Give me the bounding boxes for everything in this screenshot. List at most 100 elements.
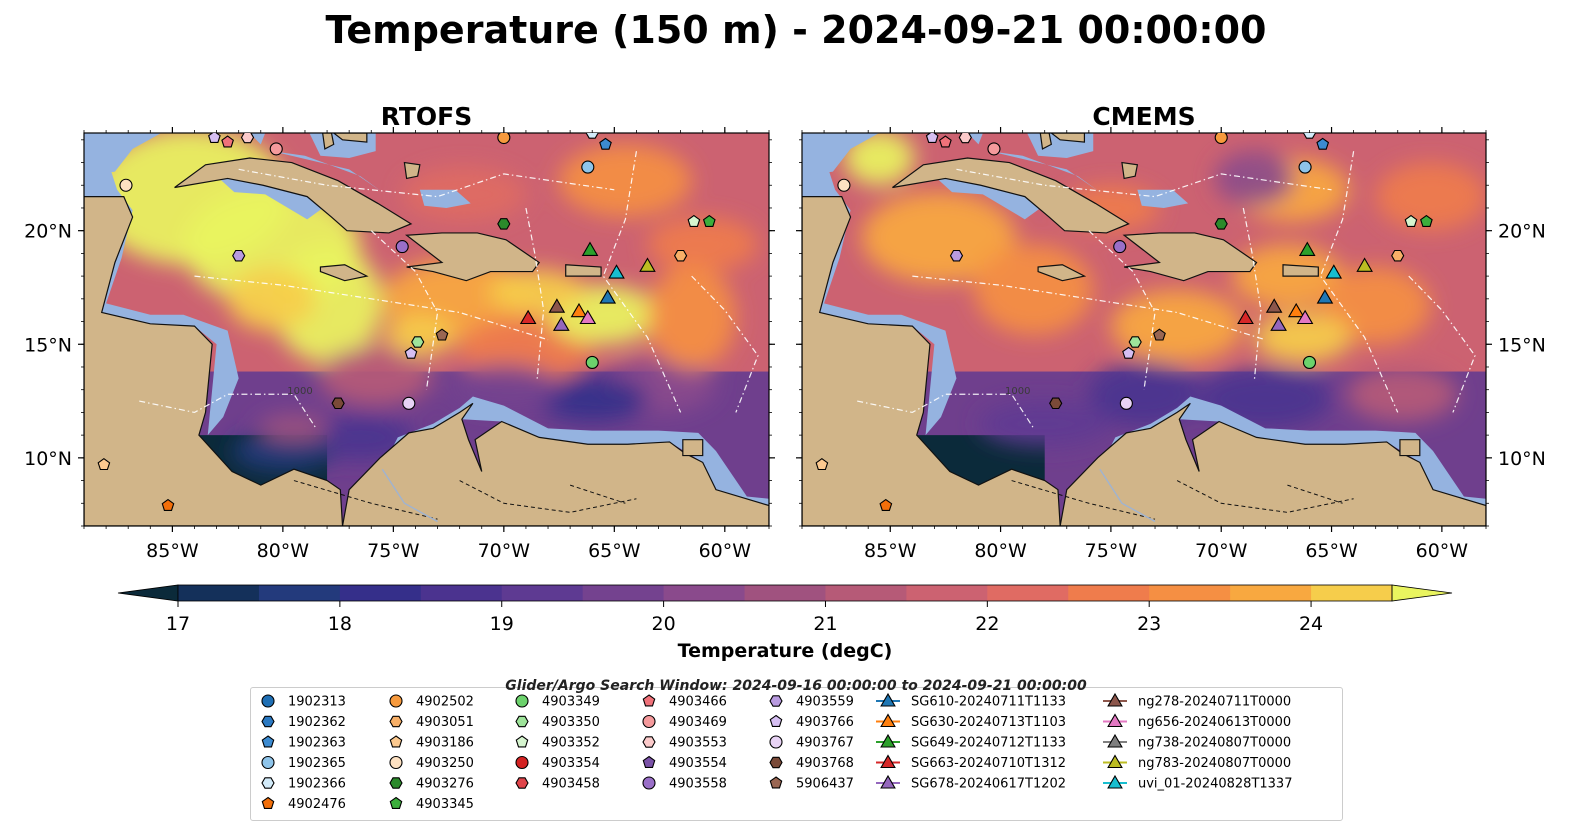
- shelf-area: [419, 189, 471, 208]
- temperature-blob: [647, 264, 736, 370]
- land: [802, 196, 1061, 526]
- colorbar-segment: [258, 585, 341, 601]
- float-4903768: [1049, 397, 1063, 410]
- float-4903350: [1128, 336, 1142, 348]
- border-line: [1176, 480, 1354, 513]
- temperature-blob: [258, 414, 330, 442]
- float-4902476: [161, 498, 175, 511]
- x-tick-label: 80°W: [974, 540, 1027, 562]
- float-4903352: [687, 214, 701, 227]
- river-line: [381, 468, 438, 523]
- land: [1121, 161, 1139, 180]
- colorbar-segment: [744, 585, 826, 601]
- glider-SG649-20240712T1133: [1298, 241, 1316, 256]
- panel-title-rtofs: RTOFS: [381, 102, 473, 131]
- colorbar-segment: [582, 585, 665, 601]
- float-4902476: [879, 498, 893, 511]
- float-4903345: [1420, 214, 1433, 227]
- glider-SG663-20240710T1312: [519, 309, 537, 325]
- temperature-blob: [843, 133, 915, 186]
- float-4903766: [925, 133, 939, 143]
- land: [1039, 133, 1053, 150]
- colorbar-tick-label: 24: [1299, 613, 1323, 635]
- float-4903469: [987, 142, 1001, 156]
- float-4903250: [119, 178, 133, 192]
- colorbar-segment: [987, 585, 1069, 601]
- float-4903767: [1119, 396, 1133, 410]
- land: [1050, 133, 1086, 143]
- glider-ng656-20240613T0000: [1296, 309, 1314, 325]
- colorbar-extend-low: [117, 584, 179, 602]
- border-line: [1287, 484, 1343, 504]
- glider-SG678-20240617T1202: [552, 316, 570, 331]
- temperature-blob: [1214, 151, 1295, 206]
- colorbar-extend-high: [1391, 584, 1453, 602]
- border-line: [293, 480, 438, 520]
- glider-SG649-20240712T1133: [581, 241, 599, 256]
- float-4903766: [404, 346, 418, 359]
- float-4903553: [240, 133, 255, 144]
- float-4903558: [395, 240, 409, 254]
- shelf-area: [1137, 189, 1189, 208]
- colorbar-segment: [906, 585, 988, 601]
- float-1902363: [599, 137, 612, 150]
- shelf-area: [84, 133, 162, 177]
- border-line: [569, 484, 626, 504]
- float-5906437: [435, 328, 449, 341]
- glider-SG630-20240713T1103: [1287, 302, 1305, 318]
- map-frame: [83, 132, 770, 527]
- eez-boundary: [691, 275, 759, 413]
- temperature-blob: [232, 430, 334, 472]
- x-tick-label: 85°W: [146, 540, 199, 562]
- map-panel-cmems: 1000 CMEMS 85°W 80°W 75°W 70°W 65°W 60°W 20°N 15°…: [796, 102, 1546, 562]
- glider-ng278-20240711T0000: [548, 298, 566, 313]
- land: [403, 161, 421, 180]
- eez-boundary: [238, 168, 615, 198]
- x-tick-label: 65°W: [588, 540, 641, 562]
- float-4903250: [837, 178, 851, 192]
- eez-boundary: [1242, 207, 1262, 381]
- float-4903051: [1391, 249, 1405, 262]
- colorbar-segment: [825, 585, 907, 601]
- x-tick-label: 70°W: [478, 540, 531, 562]
- glider-ng783-20240807T0000: [639, 257, 656, 272]
- land: [892, 157, 1130, 234]
- y-tick-label: 15°N: [24, 334, 72, 356]
- temperature-blob: [1346, 366, 1458, 422]
- river-line: [1099, 468, 1156, 523]
- map-panel-rtofs: 1000 RTOFS 85°W 80°W 75°W 70°W 65°W 60°W 20°N 15°…: [24, 102, 775, 562]
- x-tick-label: 65°W: [1305, 540, 1358, 562]
- shelf-area: [216, 176, 330, 220]
- glider-ng656-20240613T0000: [579, 309, 597, 325]
- colorbar-tick-label: 21: [813, 613, 837, 635]
- border-line: [459, 480, 637, 513]
- glider-uvi_01-20240828T1337: [608, 264, 625, 279]
- x-tick-label: 60°W: [699, 540, 752, 562]
- land: [319, 264, 369, 282]
- float-5906437: [1153, 328, 1166, 341]
- land: [84, 196, 344, 526]
- shelf-area: [802, 151, 957, 436]
- temperature-blob: [384, 314, 456, 356]
- temperature-blob: [536, 376, 648, 422]
- shelf-area: [249, 133, 266, 145]
- x-tick-label: 75°W: [1085, 540, 1138, 562]
- temperature-blob: [978, 401, 1111, 447]
- land: [1399, 439, 1421, 457]
- land: [565, 264, 602, 277]
- land: [1282, 264, 1319, 277]
- land: [682, 439, 704, 457]
- float-1902363: [1316, 137, 1330, 150]
- float-4903352: [1404, 214, 1418, 227]
- markers: [815, 133, 1433, 511]
- float-1902366: [585, 133, 599, 139]
- temperature-blob: [318, 346, 434, 406]
- colorbar-segment: [663, 585, 746, 601]
- x-tick-label: 70°W: [1195, 540, 1248, 562]
- land: [1059, 402, 1486, 526]
- float-1902366: [1302, 133, 1317, 139]
- shelf-area: [802, 133, 880, 177]
- colorbar-segment: [1068, 585, 1150, 601]
- colorbar-segment: [1311, 585, 1393, 601]
